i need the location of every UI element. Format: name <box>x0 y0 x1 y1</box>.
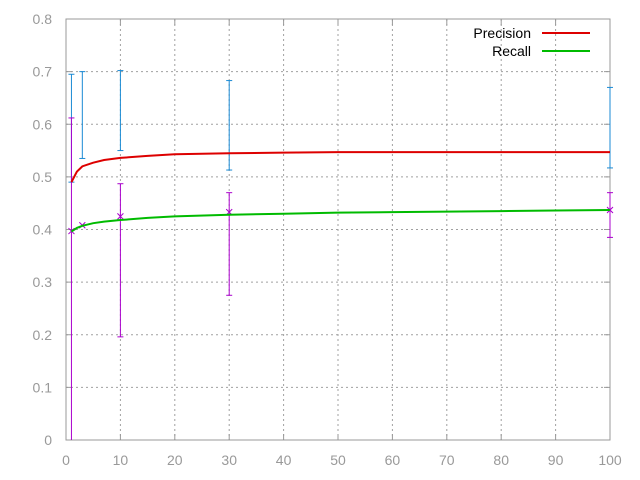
y-axis: 0 0.1 0.2 0.3 0.4 0.5 0.6 0.7 0.8 <box>33 11 610 448</box>
x-tick-label: 40 <box>276 452 292 468</box>
data-point-marker <box>117 212 124 220</box>
x-tick-label: 70 <box>439 452 455 468</box>
legend-label-recall: Recall <box>492 43 531 59</box>
x-tick-label: 60 <box>385 452 401 468</box>
x-tick-label: 50 <box>330 452 346 468</box>
y-tick-label: 0.3 <box>33 274 53 290</box>
grid <box>66 19 610 440</box>
y-tick-label: 0.6 <box>33 116 53 132</box>
data-point-marker <box>606 206 614 214</box>
legend-label-precision: Precision <box>473 25 531 41</box>
x-tick-label: 90 <box>548 452 564 468</box>
x-tick-label: 100 <box>598 452 622 468</box>
y-tick-label: 0.7 <box>33 64 53 80</box>
y-tick-label: 0.1 <box>33 379 53 395</box>
y-tick-label: 0.4 <box>33 222 53 238</box>
x-tick-label: 0 <box>62 452 70 468</box>
x-tick-label: 80 <box>493 452 509 468</box>
x-tick-label: 20 <box>167 452 183 468</box>
x-tick-label: 30 <box>221 452 237 468</box>
y-tick-label: 0.2 <box>33 327 53 343</box>
x-axis: 0 10 20 30 40 50 60 70 80 90 100 <box>62 19 622 468</box>
y-tick-label: 0.8 <box>33 11 53 27</box>
series-line-recall <box>70 209 611 233</box>
series-lines <box>70 151 611 233</box>
x-tick-label: 10 <box>113 452 129 468</box>
error-bars <box>68 70 614 440</box>
series-line-precision <box>70 151 610 183</box>
y-tick-label: 0 <box>44 432 52 448</box>
legend: Precision Recall <box>473 25 590 59</box>
y-tick-label: 0.5 <box>33 169 53 185</box>
